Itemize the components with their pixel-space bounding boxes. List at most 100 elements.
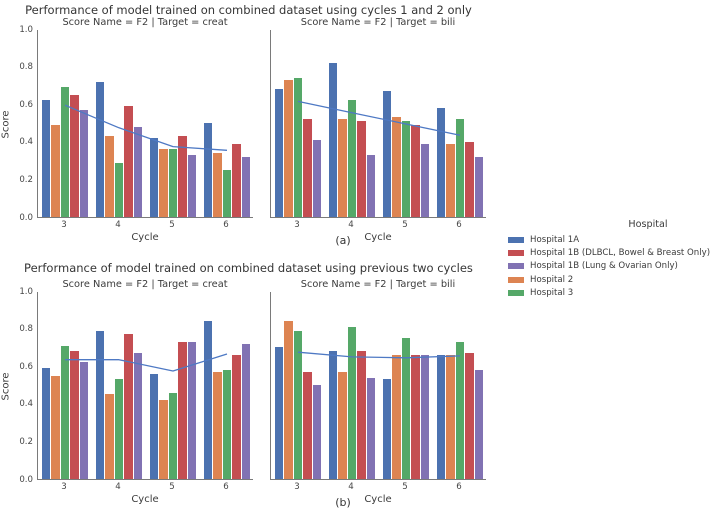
legend-title: Hospital (628, 219, 668, 230)
x-tick-label: 5 (402, 220, 408, 230)
bar (232, 143, 241, 217)
legend-item: Hospital 3 (508, 287, 708, 300)
bar (105, 394, 114, 479)
bar-group-cycle-6 (200, 29, 254, 217)
bar (168, 392, 178, 479)
bar (60, 345, 70, 479)
bar (178, 136, 187, 217)
bar (124, 334, 133, 479)
trend-line (297, 100, 461, 136)
plot-area (270, 292, 486, 480)
figure-b-panel-creat: Score Name = F2 | Target = creat 3 4 5 6 Cycl… (1, 279, 253, 505)
bar (60, 87, 70, 217)
legend-item: Hospital 2 (508, 273, 708, 286)
bar (329, 62, 338, 217)
y-tick-label: 0.2 (19, 174, 33, 185)
x-tick-label: 3 (61, 482, 67, 492)
bar (411, 124, 420, 217)
bar (329, 351, 338, 479)
figure-a-panel-creat: Score Name = F2 | Target = creat 3 4 5 6 Cycl… (1, 17, 253, 243)
plot-area (37, 30, 253, 218)
x-axis-label: Cycle (131, 232, 159, 243)
bar (446, 354, 455, 479)
bar (204, 123, 213, 217)
plot-area (37, 292, 253, 480)
x-tick-label: 5 (169, 220, 175, 230)
bar (79, 109, 88, 217)
bar (275, 89, 284, 217)
x-tick-label: 6 (456, 220, 462, 230)
panel-subtitle: Score Name = F2 | Target = creat (62, 17, 228, 28)
y-axis-label: Score (0, 30, 12, 218)
x-tick-label: 3 (294, 482, 300, 492)
bar-group-cycle-3 (38, 291, 92, 479)
x-axis-label: Cycle (364, 232, 392, 243)
x-tick-label: 6 (223, 220, 229, 230)
bar (303, 371, 312, 479)
bar-group-cycle-6 (433, 291, 487, 479)
bar (474, 156, 483, 217)
bar (70, 94, 79, 217)
x-tick-label: 4 (348, 482, 354, 492)
bar (178, 341, 187, 479)
bar-group-cycle-4 (325, 29, 379, 217)
bar-group-cycle-4 (92, 29, 146, 217)
bar (455, 119, 465, 217)
legend-item: Hospital 1B (Lung & Ovarian Only) (508, 260, 708, 273)
bar (357, 351, 366, 479)
x-tick-label: 3 (294, 220, 300, 230)
y-axis-label-text: Score (0, 109, 12, 139)
bar (51, 375, 60, 479)
legend-item: Hospital 1B (DLBCL, Bowel & Breast Only) (508, 246, 710, 259)
x-axis-label: Cycle (364, 494, 392, 505)
bar (168, 149, 178, 217)
x-tick-label: 4 (115, 482, 121, 492)
bar (114, 379, 124, 479)
trend-line (65, 353, 228, 372)
legend-item-label: Hospital 1B (DLBCL, Bowel & Breast Only) (530, 248, 710, 259)
bar (446, 143, 455, 217)
figure-b-title: Performance of model trained on combined… (24, 261, 473, 275)
bar (338, 119, 347, 217)
bar-group-cycle-6 (433, 29, 487, 217)
x-tick-label: 6 (456, 482, 462, 492)
bar (275, 347, 284, 479)
figure-a-caption: (a) (335, 234, 351, 247)
bar-group-cycle-5 (146, 29, 200, 217)
legend-item-label: Hospital 1B (Lung & Ovarian Only) (530, 261, 678, 272)
bar (150, 373, 159, 479)
bar-group-cycle-3 (271, 291, 325, 479)
y-tick-label: 0.0 (19, 474, 33, 485)
bar (187, 341, 196, 479)
x-axis-ticks: 3 4 5 6 (270, 480, 486, 492)
bar (437, 354, 446, 479)
plot-area (270, 30, 486, 218)
y-tick-label: 0.4 (19, 399, 33, 410)
bar (241, 156, 250, 217)
bar (232, 354, 241, 479)
figure-a-panel-bili: Score Name = F2 | Target = bili 3 4 5 6 Cycle (270, 17, 486, 243)
bar (303, 119, 312, 217)
y-tick-label: 0.0 (19, 212, 33, 223)
bar-group-cycle-5 (146, 291, 200, 479)
bar (383, 379, 392, 479)
bar (213, 153, 222, 217)
y-tick-label: 0.4 (19, 137, 33, 148)
bar (383, 91, 392, 217)
bar (70, 351, 79, 479)
bar (465, 353, 474, 479)
bar (79, 362, 88, 479)
y-tick-label: 0.8 (19, 62, 33, 73)
bar (420, 354, 429, 479)
bar (312, 385, 321, 479)
x-axis-ticks: 3 4 5 6 (270, 218, 486, 230)
y-tick-label: 0.6 (19, 361, 33, 372)
bar-group-cycle-3 (271, 29, 325, 217)
legend-swatch-icon (508, 263, 524, 270)
bar (420, 143, 429, 217)
bar (159, 149, 168, 217)
trend-line (64, 104, 228, 151)
bar (222, 170, 232, 217)
trend-line (297, 351, 461, 359)
